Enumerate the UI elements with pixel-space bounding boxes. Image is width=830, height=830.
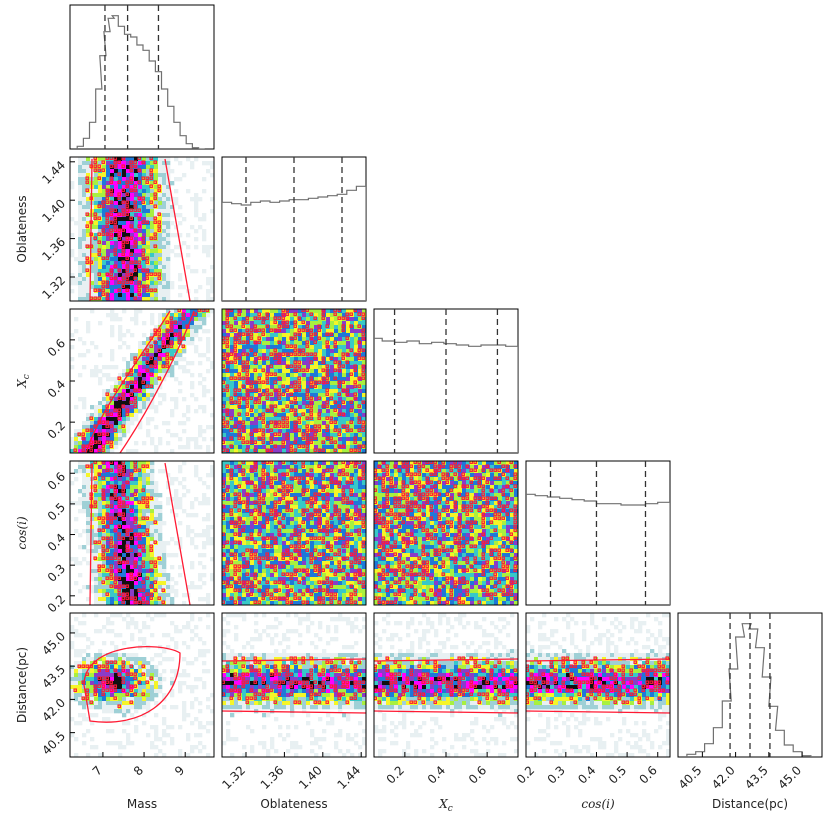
y-tick-label: 45.0 [39, 629, 68, 658]
x-tick-label: 8 [131, 763, 146, 778]
y-tick-label: 42.0 [39, 696, 68, 725]
x-tick-label: 0.4 [425, 763, 448, 786]
y-tick-label: 0.5 [45, 500, 68, 523]
y-tick-label: 43.5 [39, 662, 68, 691]
density-panel-Oblateness-vs-cos_i [221, 460, 367, 606]
contour-line [89, 158, 191, 301]
x-axis-label-Oblateness: Oblateness [260, 797, 327, 811]
y-tick-label: 0.4 [45, 531, 68, 554]
density-panel-cos_i-vs-Distance [525, 612, 671, 758]
contour-line [526, 658, 670, 714]
histogram-Xc [373, 308, 519, 454]
histogram-Distance [677, 612, 823, 758]
y-tick-label: 1.40 [39, 196, 68, 225]
x-tick-label: 7 [90, 763, 105, 778]
density-panel-Oblateness-vs-Distance [221, 612, 367, 758]
histogram-line [222, 185, 366, 301]
y-tick-label: 0.2 [45, 592, 68, 615]
density-panel-Mass-vs-Oblateness [69, 156, 215, 302]
x-axis-label-Mass: Mass [127, 797, 157, 811]
x-tick-label: 40.5 [676, 763, 705, 792]
x-tick-label: 1.44 [335, 763, 364, 792]
y-tick-label: 0.2 [45, 418, 68, 441]
x-tick-label: 0.5 [606, 763, 629, 786]
x-axis-label-Xc: Xc [438, 797, 453, 814]
x-tick-label: 0.6 [466, 763, 489, 786]
y-tick-label: 1.44 [39, 158, 68, 187]
y-axis-label-Xc: Xc [15, 374, 32, 389]
x-tick-label: 42.0 [709, 763, 738, 792]
contour-line [83, 645, 181, 723]
contour-line [89, 462, 191, 605]
x-tick-label: 1.40 [296, 763, 325, 792]
density-panel-Oblateness-vs-Xc [221, 308, 367, 454]
contour-line [374, 658, 518, 714]
x-tick-label: 0.4 [575, 763, 598, 786]
histogram-Oblateness [221, 156, 367, 302]
contour-line [222, 658, 366, 714]
x-tick-label: 9 [172, 763, 187, 778]
histogram-Mass [69, 4, 215, 150]
density-panel-Xc-vs-Distance [373, 612, 519, 758]
y-axis-label-Oblateness: Oblateness [15, 195, 29, 262]
contour-line [85, 310, 195, 453]
x-axis-label-Distance: Distance(pc) [712, 797, 788, 811]
x-tick-label: 0.2 [514, 763, 537, 786]
density-panel-Mass-vs-cos_i [69, 460, 215, 606]
density-panel-Mass-vs-Xc [69, 308, 215, 454]
density-panel-Xc-vs-cos_i [373, 460, 519, 606]
x-tick-label: 45.0 [775, 763, 804, 792]
density-panel-Mass-vs-Distance [69, 612, 215, 758]
y-tick-label: 40.5 [39, 729, 68, 758]
histogram-line [526, 493, 670, 605]
y-tick-label: 0.6 [45, 469, 68, 492]
x-tick-label: 1.36 [258, 763, 287, 792]
y-axis-label-Distance: Distance(pc) [15, 647, 29, 723]
x-axis-label-cos_i: cos(i) [581, 797, 615, 811]
x-tick-label: 43.5 [742, 763, 771, 792]
histogram-cos_i [525, 460, 671, 606]
y-tick-label: 0.4 [45, 377, 68, 400]
y-tick-label: 0.3 [45, 561, 68, 584]
y-tick-label: 0.6 [45, 336, 68, 359]
x-tick-label: 0.3 [545, 763, 568, 786]
y-axis-label-cos_i: cos(i) [15, 516, 29, 550]
y-tick-label: 1.36 [39, 235, 68, 264]
x-tick-label: 1.32 [219, 763, 248, 792]
x-tick-label: 0.6 [636, 763, 659, 786]
x-tick-label: 0.2 [384, 763, 407, 786]
y-tick-label: 1.32 [39, 273, 68, 302]
histogram-line [76, 15, 205, 149]
